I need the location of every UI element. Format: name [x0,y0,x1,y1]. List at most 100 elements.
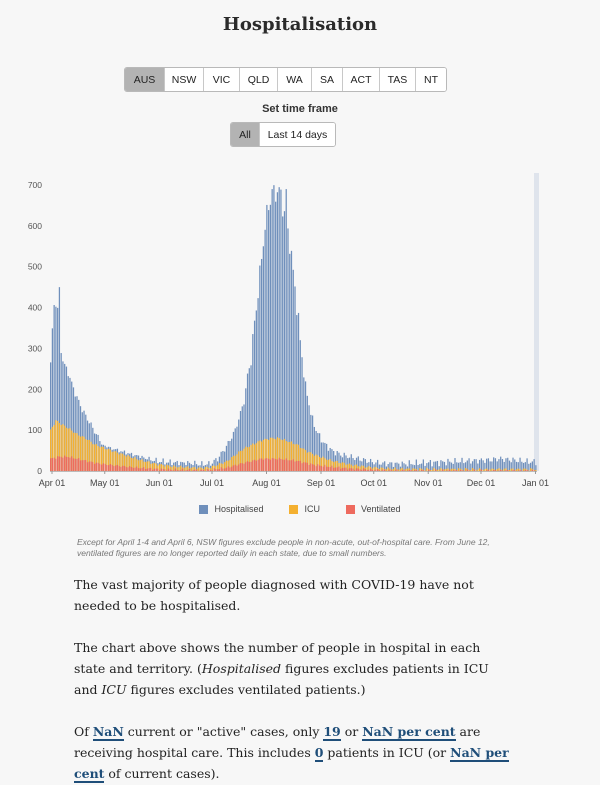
bar-icu [438,469,440,471]
bar-icu [424,470,426,471]
bar-icu [85,439,87,471]
bar-hospitalised [429,460,432,471]
page-title: Hospitalisation [222,14,378,35]
bar-ventilated [340,468,342,471]
bar-ventilated [194,469,196,471]
bar-icu [169,466,171,471]
y-tick-label: 0 [37,466,42,476]
bar-hospitalised [468,458,470,471]
bar-ventilated [389,469,391,471]
bar-hospitalised [60,353,62,471]
bar-ventilated [171,469,173,471]
region-tab-nsw[interactable]: NSW [165,68,204,91]
bar-hospitalised [317,433,319,471]
region-tab-sa[interactable]: SA [312,68,343,91]
bar-icu [508,469,511,471]
bar-hospitalised [529,462,532,471]
bar-ventilated [78,458,80,471]
bar-ventilated [296,460,298,471]
bar-hospitalised [443,461,446,471]
bar-icu [273,438,275,471]
bar-hospitalised [498,459,500,471]
region-tab-vic[interactable]: VIC [204,68,240,91]
bar-ventilated [311,464,314,471]
bar-ventilated [308,464,310,471]
bar-hospitalised [278,187,280,471]
bar-icu [127,455,129,471]
bar-icu [255,443,257,471]
bar-ventilated [99,463,101,471]
bar-icu [260,441,263,471]
bar-ventilated [260,458,263,471]
bar-ventilated [167,468,170,471]
bar-ventilated [185,470,187,471]
bar-icu [477,469,479,471]
bar-hospitalised [461,457,463,471]
bar-icu [58,422,61,471]
bar-ventilated [88,461,90,471]
bar-ventilated [58,456,61,471]
bar-icu [294,444,296,471]
bar-icu [515,469,518,471]
bar-icu [378,469,381,471]
bar-hospitalised [528,463,530,471]
bar-hospitalised [524,462,526,471]
bar-icu [297,444,300,471]
bar-ventilated [79,460,82,471]
bar-icu [238,451,240,471]
bar-ventilated [259,458,261,471]
region-tab-aus[interactable]: AUS [125,68,165,91]
bar-icu [354,464,356,471]
bar-hospitalised [201,461,203,471]
bar-icu [60,424,62,471]
bar-ventilated [109,464,112,471]
timeframe-all[interactable]: All [231,123,260,146]
bar-icu [271,437,273,471]
bar-hospitalised [480,458,482,471]
bar-hospitalised [478,459,481,471]
bar-hospitalised [482,460,484,471]
bar-ventilated [53,457,55,471]
region-tab-wa[interactable]: WA [278,68,312,91]
bar-icu [320,457,323,471]
bar-hospitalised [232,431,235,471]
region-tab-act[interactable]: ACT [343,68,380,91]
region-tab-nt[interactable]: NT [416,68,446,91]
bar-icu [146,461,148,471]
bar-ventilated [143,467,145,471]
bar-hospitalised [487,458,490,471]
bar-ventilated [136,466,138,471]
bar-icu [491,468,493,471]
bar-hospitalised [464,462,467,471]
bar-hospitalised [417,465,419,471]
bar-ventilated [266,458,268,471]
bar-ventilated [345,467,347,471]
bar-hospitalised [183,462,185,471]
region-tab-tas[interactable]: TAS [380,68,416,91]
bar-icu [180,465,182,471]
bar-icu [148,461,150,471]
bar-hospitalised [378,464,381,471]
bar-hospitalised [477,463,479,471]
p2-icu-term: ICU [101,682,127,697]
bar-icu [517,468,519,471]
bar-hospitalised [290,250,293,471]
bar-hospitalised [501,459,504,471]
bar-hospitalised [535,465,537,471]
bar-hospitalised [382,462,384,471]
bar-icu [93,444,96,471]
bar-hospitalised [320,442,323,471]
bar-ventilated [100,464,103,471]
region-tab-qld[interactable]: QLD [240,68,278,91]
bar-ventilated [413,470,416,471]
bar-icu [341,462,344,471]
bar-hospitalised [419,464,421,471]
bar-ventilated [354,469,356,471]
legend-item-ventilated: Ventilated [345,504,401,514]
timeframe-last-14-days[interactable]: Last 14 days [260,123,335,146]
bar-icu [143,461,145,471]
bar-hospitalised [403,463,405,471]
bar-hospitalised [436,460,439,471]
bar-hospitalised [78,399,80,471]
bar-ventilated [420,469,423,471]
